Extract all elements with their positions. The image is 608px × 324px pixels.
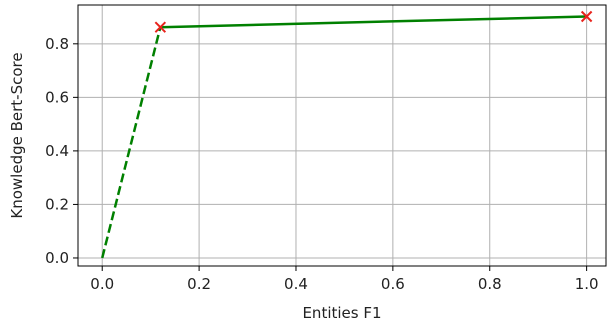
dashed-series-line [101, 26, 162, 259]
x-marker [580, 10, 593, 23]
x-tick-label: 0.2 [187, 275, 211, 293]
x-tick-label: 0.0 [90, 275, 114, 293]
grid [78, 5, 606, 266]
x-marker [154, 21, 167, 33]
x-axis-label: Entities F1 [302, 304, 381, 322]
y-tick-label: 0.2 [45, 195, 69, 213]
y-tick-label: 0.8 [45, 35, 69, 53]
plot-frame [77, 4, 607, 267]
markers-layer [154, 10, 593, 33]
y-tick-label: 0.6 [45, 88, 69, 106]
y-tick-label: 0.4 [45, 142, 69, 160]
x-tick-label: 0.8 [478, 275, 502, 293]
x-tick-label: 0.6 [381, 275, 405, 293]
solid-series-line [160, 15, 587, 29]
x-tick-label: 0.4 [284, 275, 308, 293]
y-tick-label: 0.0 [45, 249, 69, 267]
x-axis-ticks: 0.0 0.2 0.4 0.6 0.8 1.0 [90, 266, 599, 293]
x-marker-stroke [580, 10, 593, 23]
y-axis-ticks: 0.0 0.2 0.4 0.6 0.8 [45, 35, 78, 267]
x-tick-label: 1.0 [575, 275, 599, 293]
series-layer [101, 15, 587, 259]
y-axis-label: Knowledge Bert-Score [8, 52, 26, 218]
x-marker-stroke [154, 21, 167, 33]
